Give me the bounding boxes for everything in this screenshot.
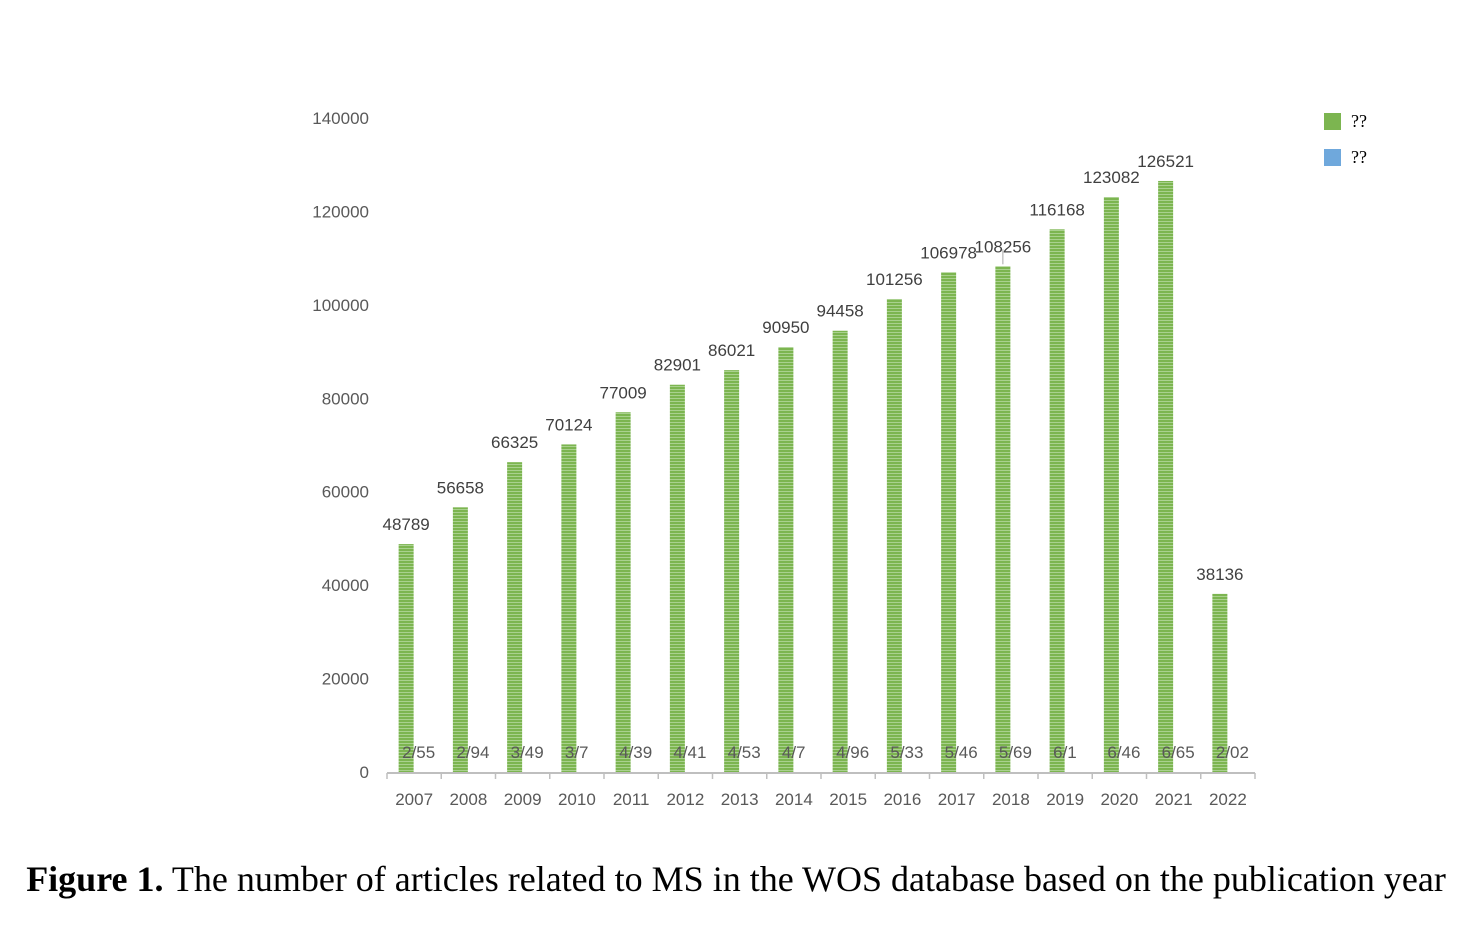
bar-value-label: 108256 bbox=[975, 237, 1032, 256]
secondary-value-label: 2/55 bbox=[402, 743, 435, 762]
bar-value-label: 48789 bbox=[382, 515, 429, 534]
bar-value-label: 82901 bbox=[654, 356, 701, 375]
secondary-value-label: 2/02 bbox=[1216, 743, 1249, 762]
y-tick-label: 120000 bbox=[312, 202, 369, 221]
x-tick-label: 2017 bbox=[938, 790, 976, 809]
secondary-value-label: 3/7 bbox=[565, 743, 589, 762]
secondary-value-label: 5/46 bbox=[945, 743, 978, 762]
bar bbox=[1103, 197, 1119, 772]
x-tick-label: 2012 bbox=[666, 790, 704, 809]
bar-value-label: 90950 bbox=[762, 318, 809, 337]
y-tick-label: 20000 bbox=[322, 670, 369, 689]
bar bbox=[561, 444, 577, 772]
y-tick-label: 100000 bbox=[312, 296, 369, 315]
bar-value-label: 116168 bbox=[1029, 200, 1084, 219]
bars: 48789 2/55 56658 2/94 66325 3/49 70124 3/7 77009… bbox=[382, 152, 1249, 773]
x-tick-label: 2014 bbox=[775, 790, 813, 809]
y-axis: 0 20000 40000 60000 80000 100000 120000 140000 bbox=[312, 109, 369, 782]
x-tick-label: 2011 bbox=[613, 790, 650, 809]
bar-value-label: 86021 bbox=[708, 341, 755, 360]
figure-caption: Figure 1. The number of articles related… bbox=[0, 858, 1472, 900]
x-tick-label: 2015 bbox=[829, 790, 867, 809]
bar-value-label: 106978 bbox=[920, 243, 977, 262]
bar bbox=[724, 370, 740, 772]
x-tick-label: 2009 bbox=[504, 790, 542, 809]
bar-value-label: 56658 bbox=[437, 478, 484, 497]
x-tick-label: 2007 bbox=[395, 790, 433, 809]
legend-swatch bbox=[1324, 113, 1341, 130]
secondary-value-label: 4/96 bbox=[836, 743, 869, 762]
bar bbox=[1212, 593, 1228, 772]
x-axis: 2007 2008 2009 2010 2011 2012 2013 2014 2015 2016… bbox=[386, 772, 1256, 809]
bar-value-label: 94458 bbox=[816, 302, 863, 321]
bar bbox=[1158, 180, 1174, 772]
y-tick-label: 0 bbox=[360, 763, 369, 782]
bar bbox=[615, 412, 631, 772]
x-tick-label: 2019 bbox=[1046, 790, 1084, 809]
x-tick-label: 2008 bbox=[449, 790, 487, 809]
legend: ???? bbox=[1324, 111, 1367, 167]
x-tick-label: 2016 bbox=[883, 790, 921, 809]
x-tick-label: 2018 bbox=[992, 790, 1030, 809]
secondary-value-label: 4/53 bbox=[728, 743, 761, 762]
caption-prefix: Figure 1. bbox=[26, 859, 164, 899]
bar-value-label: 70124 bbox=[545, 415, 592, 434]
legend-label: ?? bbox=[1351, 147, 1367, 167]
x-tick-label: 2022 bbox=[1209, 790, 1247, 809]
bar bbox=[452, 507, 468, 772]
bar-value-label: 123082 bbox=[1083, 168, 1140, 187]
y-tick-label: 40000 bbox=[322, 576, 369, 595]
bar bbox=[398, 544, 414, 772]
secondary-value-label: 6/65 bbox=[1162, 743, 1195, 762]
x-tick-label: 2013 bbox=[721, 790, 759, 809]
secondary-value-label: 6/1 bbox=[1053, 743, 1077, 762]
x-tick-label: 2021 bbox=[1155, 790, 1193, 809]
secondary-value-label: 2/94 bbox=[456, 743, 489, 762]
secondary-value-label: 3/49 bbox=[511, 743, 544, 762]
bar-value-label: 66325 bbox=[491, 433, 538, 452]
bar bbox=[507, 462, 523, 772]
secondary-value-label: 5/69 bbox=[999, 743, 1032, 762]
bar bbox=[832, 330, 848, 772]
bar-value-label: 126521 bbox=[1137, 152, 1194, 171]
secondary-value-label: 4/41 bbox=[673, 743, 706, 762]
bar-value-label: 101256 bbox=[866, 270, 923, 289]
bar bbox=[886, 298, 902, 772]
bar bbox=[1049, 229, 1065, 773]
y-tick-label: 80000 bbox=[322, 389, 369, 408]
bar bbox=[941, 272, 957, 772]
secondary-value-label: 4/7 bbox=[782, 743, 806, 762]
bar-value-label: 77009 bbox=[599, 383, 646, 402]
legend-swatch bbox=[1324, 149, 1341, 166]
bar-chart: 020000400006000080000100000120000140000 … bbox=[312, 109, 1367, 809]
secondary-value-label: 5/33 bbox=[890, 743, 923, 762]
bar bbox=[995, 266, 1011, 772]
bar bbox=[669, 384, 685, 772]
bar-value-label: 38136 bbox=[1196, 565, 1243, 584]
legend-label: ?? bbox=[1351, 111, 1367, 131]
x-tick-label: 2020 bbox=[1100, 790, 1138, 809]
bar bbox=[778, 347, 794, 772]
y-tick-label: 140000 bbox=[312, 109, 369, 128]
x-tick-label: 2010 bbox=[558, 790, 596, 809]
caption-text: The number of articles related to MS in … bbox=[163, 859, 1446, 899]
secondary-value-label: 4/39 bbox=[619, 743, 652, 762]
secondary-value-label: 6/46 bbox=[1107, 743, 1140, 762]
y-tick-label: 60000 bbox=[322, 483, 369, 502]
